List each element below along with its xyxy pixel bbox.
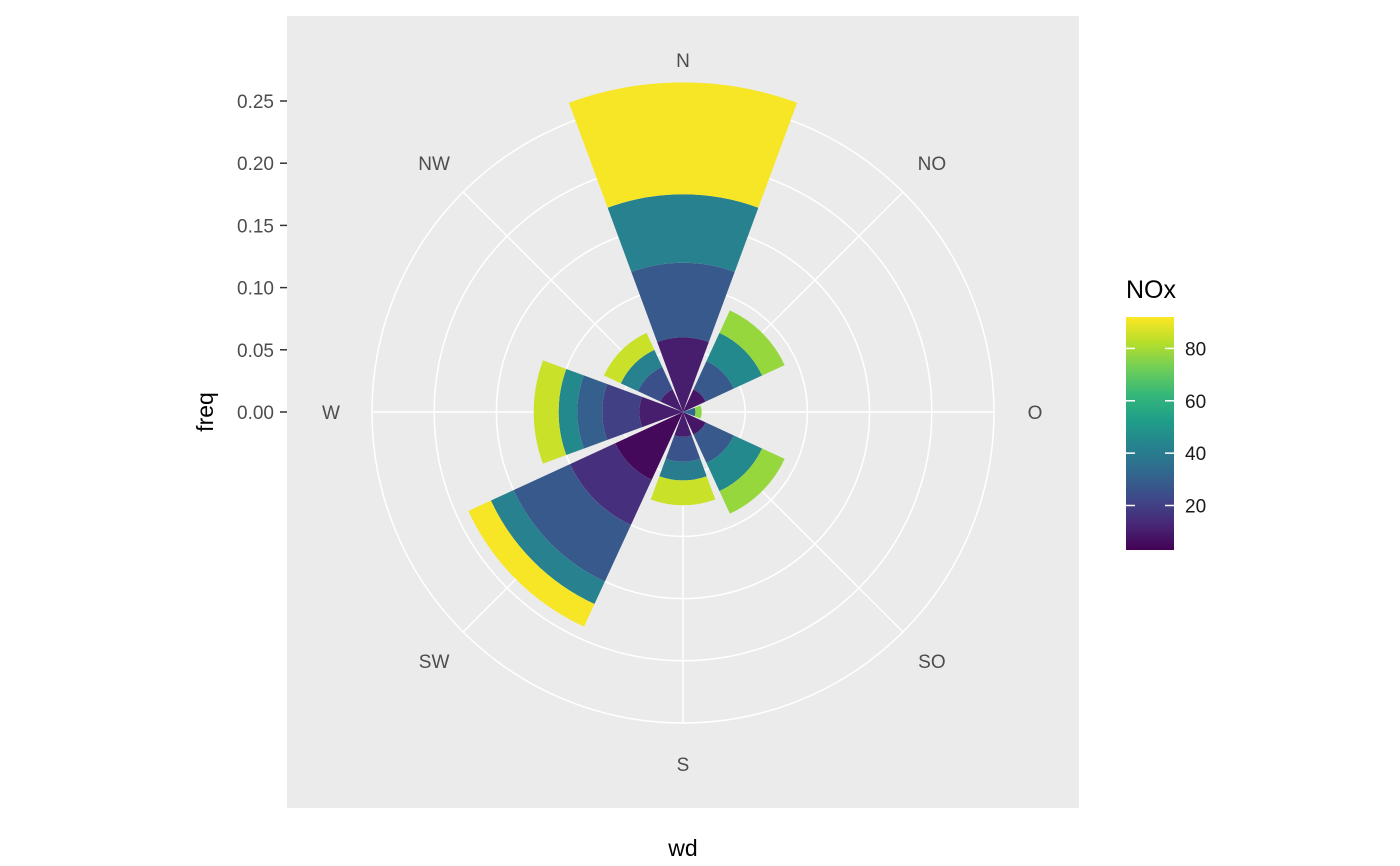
wind-bar-segment-sw [615,412,683,480]
y-axis: 0.00 0.05 0.10 0.15 0.20 0.25 [237,92,287,424]
wind-bar-segment-so [683,412,706,435]
direction-label-w: W [322,403,340,424]
wind-bar-segment-sw [570,443,652,525]
wind-bar-segment-n [568,82,798,208]
direction-label-so: SO [918,652,945,673]
legend-label: 40 [1185,444,1206,465]
wind-bar-segment-no [693,361,734,402]
wind-bar-segment-w [533,360,567,464]
color-legend: NOx 20 40 60 80 [1126,276,1206,550]
y-tick-label: 0.20 [237,154,274,175]
wind-bar-segment-w [602,384,643,440]
wind-bar-segment-so [693,422,734,463]
wind-bar-segment-nw [603,332,655,384]
y-tick-label: 0.00 [237,403,274,424]
wind-bar-segment-o [694,405,702,419]
wind-bar-segment-n [607,194,759,272]
y-tick-label: 0.05 [237,341,274,362]
wind-bar-segment-nw [620,349,663,392]
x-axis-title: wd [667,835,697,861]
wind-bar-segment-w [639,396,683,428]
direction-label-o: O [1028,403,1043,424]
legend-label: 80 [1185,339,1206,360]
y-axis-title: freq [192,392,218,432]
y-tick-label: 0.25 [237,92,274,113]
direction-label-no: NO [918,154,947,175]
direction-label-s: S [677,755,690,776]
wind-bars [468,82,798,627]
wind-bar-segment-o [683,407,696,417]
legend-label: 60 [1185,392,1206,413]
wind-bar-segment-s [659,458,707,481]
wind-bar-segment-sw [490,490,605,605]
wind-bar-segment-nw [637,366,673,402]
wind-bar-segment-sw [468,500,595,627]
wind-bar-segment-w [577,375,608,449]
direction-label-sw: SW [419,652,450,673]
wind-bar-segment-s [674,412,692,437]
wind-bar-segment-s [665,435,701,462]
wind-bar-segment-so [719,448,785,514]
y-tick-label: 0.10 [237,279,274,300]
wind-bar-segment-no [683,389,706,412]
wind-bar-segment-s [650,476,716,506]
wind-bar-segment-n [657,337,709,412]
wind-bar-segment-nw [660,389,683,412]
legend-title: NOx [1126,276,1177,304]
direction-labels: N NO O SO S SW W NW [322,51,1042,776]
wind-bar-segment-w [558,368,584,456]
y-tick-label: 0.15 [237,216,274,237]
wind-bar-segment-so [706,435,763,492]
wind-bar-segment-n [631,262,735,342]
wind-bar-segment-no [719,310,785,376]
legend-colorbar [1126,317,1174,550]
direction-label-nw: NW [418,154,450,175]
legend-label: 20 [1185,496,1206,517]
wind-bar-segment-no [706,332,763,389]
wind-bar-segment-sw [513,464,631,582]
direction-label-n: N [676,51,690,72]
